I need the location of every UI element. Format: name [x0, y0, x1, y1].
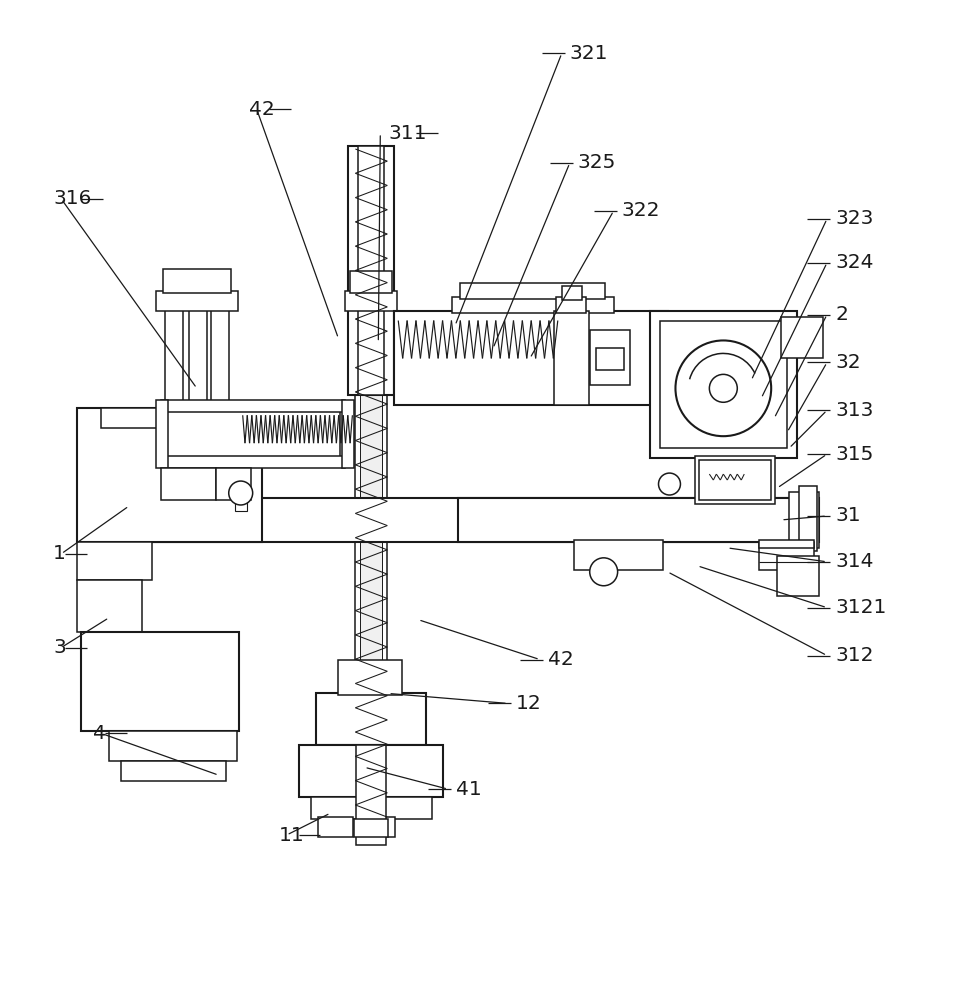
Text: 313: 313	[835, 401, 874, 420]
Circle shape	[229, 481, 253, 505]
Bar	[317, 693, 426, 745]
Bar	[310, 797, 432, 819]
Bar	[573, 540, 664, 570]
Text: 316: 316	[54, 189, 92, 208]
Bar	[165, 301, 183, 410]
Bar	[109, 731, 237, 761]
Bar	[153, 498, 791, 542]
Bar	[357, 745, 386, 845]
Bar	[695, 456, 775, 504]
Text: 42: 42	[548, 650, 573, 669]
Circle shape	[590, 558, 617, 586]
Bar	[359, 146, 384, 395]
Text: 41: 41	[456, 780, 482, 799]
Bar	[121, 761, 226, 781]
Text: 323: 323	[835, 209, 874, 228]
Text: 32: 32	[835, 353, 861, 372]
Text: 3: 3	[54, 638, 66, 657]
Text: 325: 325	[578, 153, 616, 172]
Circle shape	[658, 473, 681, 495]
Bar	[235, 493, 247, 511]
Bar	[562, 286, 582, 300]
Bar	[156, 400, 168, 468]
Bar	[354, 819, 388, 837]
Bar	[81, 632, 239, 731]
Bar	[156, 291, 238, 311]
Bar	[596, 348, 624, 370]
Bar	[348, 146, 394, 395]
Text: 2: 2	[835, 305, 848, 324]
Bar	[163, 269, 231, 293]
Text: 324: 324	[835, 253, 874, 272]
Bar	[77, 542, 152, 580]
Text: 312: 312	[835, 646, 874, 665]
Text: 4: 4	[94, 724, 106, 743]
Bar	[789, 492, 819, 548]
Bar	[215, 468, 251, 500]
Bar	[760, 540, 814, 548]
Bar	[161, 456, 345, 468]
Bar	[800, 486, 817, 551]
Circle shape	[676, 340, 771, 436]
Bar	[590, 330, 630, 385]
Bar	[649, 311, 798, 458]
Bar	[161, 468, 215, 500]
Bar	[361, 156, 382, 812]
Bar	[211, 301, 229, 410]
Text: 321: 321	[569, 44, 608, 63]
Text: 311: 311	[388, 124, 427, 143]
Bar	[659, 321, 787, 448]
Bar	[777, 556, 819, 596]
Bar	[161, 400, 345, 412]
Bar	[760, 542, 814, 570]
Bar	[345, 291, 397, 311]
Text: 31: 31	[835, 506, 861, 525]
Bar	[161, 405, 340, 465]
Bar	[556, 297, 586, 313]
Bar	[77, 408, 261, 542]
Bar	[781, 317, 823, 358]
Bar	[452, 297, 613, 313]
Text: 3121: 3121	[835, 598, 886, 617]
Bar	[699, 460, 771, 500]
Text: 314: 314	[835, 552, 874, 571]
Bar	[338, 660, 403, 695]
Bar	[460, 283, 604, 299]
Bar	[458, 498, 819, 542]
Bar	[554, 311, 589, 405]
Bar	[342, 400, 354, 468]
Bar	[189, 301, 207, 410]
Text: 1: 1	[54, 544, 66, 563]
Bar	[355, 146, 387, 824]
Bar	[394, 311, 669, 405]
Circle shape	[710, 374, 737, 402]
Bar	[77, 580, 142, 632]
Text: 11: 11	[279, 826, 304, 845]
Text: 42: 42	[249, 100, 274, 119]
Bar	[361, 817, 395, 837]
Text: 322: 322	[622, 201, 660, 220]
Text: 12: 12	[516, 694, 542, 713]
Bar	[350, 271, 392, 293]
Bar	[298, 745, 443, 797]
Text: 315: 315	[835, 445, 874, 464]
Bar	[101, 408, 261, 428]
Bar	[319, 817, 353, 837]
